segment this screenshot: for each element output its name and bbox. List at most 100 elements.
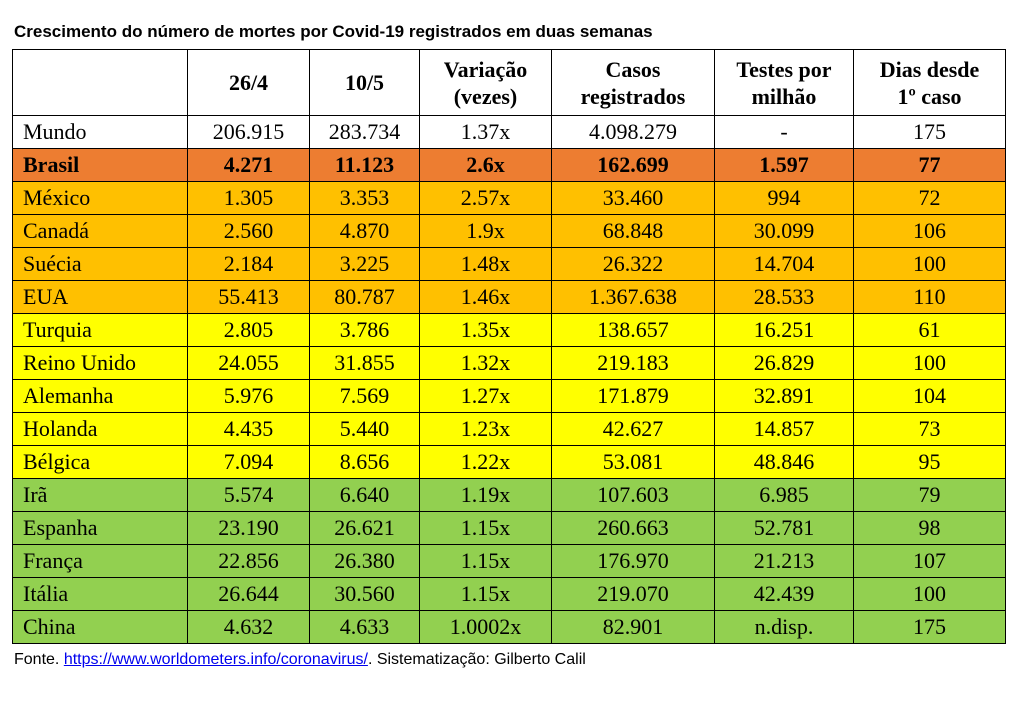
days-cell: 100 bbox=[853, 346, 1006, 380]
header-line-1: Dias desde bbox=[879, 56, 980, 82]
tests-cell: 42.439 bbox=[714, 577, 854, 611]
days-cell: 100 bbox=[853, 577, 1006, 611]
table-row: Bélgica 7.094 8.656 1.22x 53.081 48.846 95 bbox=[12, 445, 1006, 479]
cases-cell: 4.098.279 bbox=[551, 115, 715, 149]
days-cell: 175 bbox=[853, 610, 1006, 644]
table-row: Holanda 4.435 5.440 1.23x 42.627 14.857 73 bbox=[12, 412, 1006, 446]
cases-cell: 171.879 bbox=[551, 379, 715, 413]
table-row: EUA 55.413 80.787 1.46x 1.367.638 28.533 110 bbox=[12, 280, 1006, 314]
page-title: Crescimento do número de mortes por Covi… bbox=[14, 22, 653, 41]
header-line-1: 10/5 bbox=[344, 70, 385, 95]
variation-cell: 1.46x bbox=[419, 280, 552, 314]
cases-cell: 53.081 bbox=[551, 445, 715, 479]
table-body: Mundo 206.915 283.734 1.37x 4.098.279-175 Bra… bbox=[12, 115, 1006, 644]
cases-cell: 33.460 bbox=[551, 181, 715, 215]
country-cell: Canadá bbox=[12, 214, 188, 248]
days-cell: 61 bbox=[853, 313, 1006, 347]
country-cell: Irã bbox=[12, 478, 188, 512]
header-line-1: Variação bbox=[443, 56, 528, 82]
header-date-10-5: 10/5 bbox=[309, 49, 420, 116]
header-days: Dias desde 1º caso bbox=[853, 49, 1006, 116]
deaths-10-5-cell: 7.569 bbox=[309, 379, 420, 413]
country-cell: Alemanha bbox=[12, 379, 188, 413]
cases-cell: 42.627 bbox=[551, 412, 715, 446]
variation-cell: 1.15x bbox=[419, 511, 552, 545]
days-cell: 107 bbox=[853, 544, 1006, 578]
deaths-26-4-cell: 2.560 bbox=[187, 214, 310, 248]
deaths-10-5-cell: 26.380 bbox=[309, 544, 420, 578]
country-cell: Suécia bbox=[12, 247, 188, 281]
header-line-2: (vezes) bbox=[453, 83, 518, 109]
country-cell: França bbox=[12, 544, 188, 578]
table-row: Brasil 4.271 11.123 2.6x 162.699 1.597 77 bbox=[12, 148, 1006, 182]
tests-cell: 28.533 bbox=[714, 280, 854, 314]
country-cell: Bélgica bbox=[12, 445, 188, 479]
variation-cell: 1.37x bbox=[419, 115, 552, 149]
deaths-10-5-cell: 11.123 bbox=[309, 148, 420, 182]
deaths-26-4-cell: 7.094 bbox=[187, 445, 310, 479]
days-cell: 95 bbox=[853, 445, 1006, 479]
header-line-1: Testes por bbox=[736, 56, 832, 82]
variation-cell: 1.22x bbox=[419, 445, 552, 479]
deaths-26-4-cell: 26.644 bbox=[187, 577, 310, 611]
deaths-10-5-cell: 26.621 bbox=[309, 511, 420, 545]
variation-cell: 1.19x bbox=[419, 478, 552, 512]
days-cell: 79 bbox=[853, 478, 1006, 512]
header-country bbox=[12, 49, 188, 116]
country-cell: Holanda bbox=[12, 412, 188, 446]
table-row: Mundo 206.915 283.734 1.37x 4.098.279-175 bbox=[12, 115, 1006, 149]
table-row: Suécia 2.184 3.225 1.48x 26.322 14.704 100 bbox=[12, 247, 1006, 281]
variation-cell: 1.27x bbox=[419, 379, 552, 413]
tests-cell: 52.781 bbox=[714, 511, 854, 545]
days-cell: 73 bbox=[853, 412, 1006, 446]
header-variation: Variação (vezes) bbox=[419, 49, 552, 116]
tests-cell: n.disp. bbox=[714, 610, 854, 644]
table-row: França 22.856 26.380 1.15x 176.970 21.213 107 bbox=[12, 544, 1006, 578]
country-cell: México bbox=[12, 181, 188, 215]
deaths-26-4-cell: 22.856 bbox=[187, 544, 310, 578]
cases-cell: 26.322 bbox=[551, 247, 715, 281]
table-row: Espanha 23.190 26.621 1.15x 260.663 52.781 98 bbox=[12, 511, 1006, 545]
tests-cell: 1.597 bbox=[714, 148, 854, 182]
tests-cell: 26.829 bbox=[714, 346, 854, 380]
country-cell: Espanha bbox=[12, 511, 188, 545]
table-row: Reino Unido 24.055 31.855 1.32x 219.183 26.82… bbox=[12, 346, 1006, 380]
tests-cell: 14.704 bbox=[714, 247, 854, 281]
variation-cell: 1.15x bbox=[419, 577, 552, 611]
days-cell: 110 bbox=[853, 280, 1006, 314]
table-row: Turquia 2.805 3.786 1.35x 138.657 16.251 61 bbox=[12, 313, 1006, 347]
deaths-26-4-cell: 4.271 bbox=[187, 148, 310, 182]
tests-cell: 32.891 bbox=[714, 379, 854, 413]
cases-cell: 1.367.638 bbox=[551, 280, 715, 314]
deaths-10-5-cell: 30.560 bbox=[309, 577, 420, 611]
tests-cell: 994 bbox=[714, 181, 854, 215]
deaths-26-4-cell: 2.184 bbox=[187, 247, 310, 281]
country-cell: EUA bbox=[12, 280, 188, 314]
deaths-10-5-cell: 4.870 bbox=[309, 214, 420, 248]
country-cell: Turquia bbox=[12, 313, 188, 347]
covid-deaths-table: 26/4 10/5 Variação (vezes) Casos registrad… bbox=[12, 49, 1006, 644]
deaths-26-4-cell: 55.413 bbox=[187, 280, 310, 314]
variation-cell: 2.57x bbox=[419, 181, 552, 215]
deaths-26-4-cell: 2.805 bbox=[187, 313, 310, 347]
days-cell: 98 bbox=[853, 511, 1006, 545]
days-cell: 77 bbox=[853, 148, 1006, 182]
cases-cell: 176.970 bbox=[551, 544, 715, 578]
cases-cell: 68.848 bbox=[551, 214, 715, 248]
country-cell: Reino Unido bbox=[12, 346, 188, 380]
country-cell: Itália bbox=[12, 577, 188, 611]
deaths-26-4-cell: 4.632 bbox=[187, 610, 310, 644]
variation-cell: 1.9x bbox=[419, 214, 552, 248]
source-link[interactable]: https://www.worldometers.info/coronaviru… bbox=[63, 651, 368, 668]
deaths-10-5-cell: 5.440 bbox=[309, 412, 420, 446]
country-cell: Mundo bbox=[12, 115, 188, 149]
deaths-26-4-cell: 206.915 bbox=[187, 115, 310, 149]
tests-cell: 16.251 bbox=[714, 313, 854, 347]
cases-cell: 219.070 bbox=[551, 577, 715, 611]
variation-cell: 1.35x bbox=[419, 313, 552, 347]
cases-cell: 162.699 bbox=[551, 148, 715, 182]
deaths-10-5-cell: 4.633 bbox=[309, 610, 420, 644]
deaths-26-4-cell: 24.055 bbox=[187, 346, 310, 380]
deaths-10-5-cell: 6.640 bbox=[309, 478, 420, 512]
tests-cell: 48.846 bbox=[714, 445, 854, 479]
